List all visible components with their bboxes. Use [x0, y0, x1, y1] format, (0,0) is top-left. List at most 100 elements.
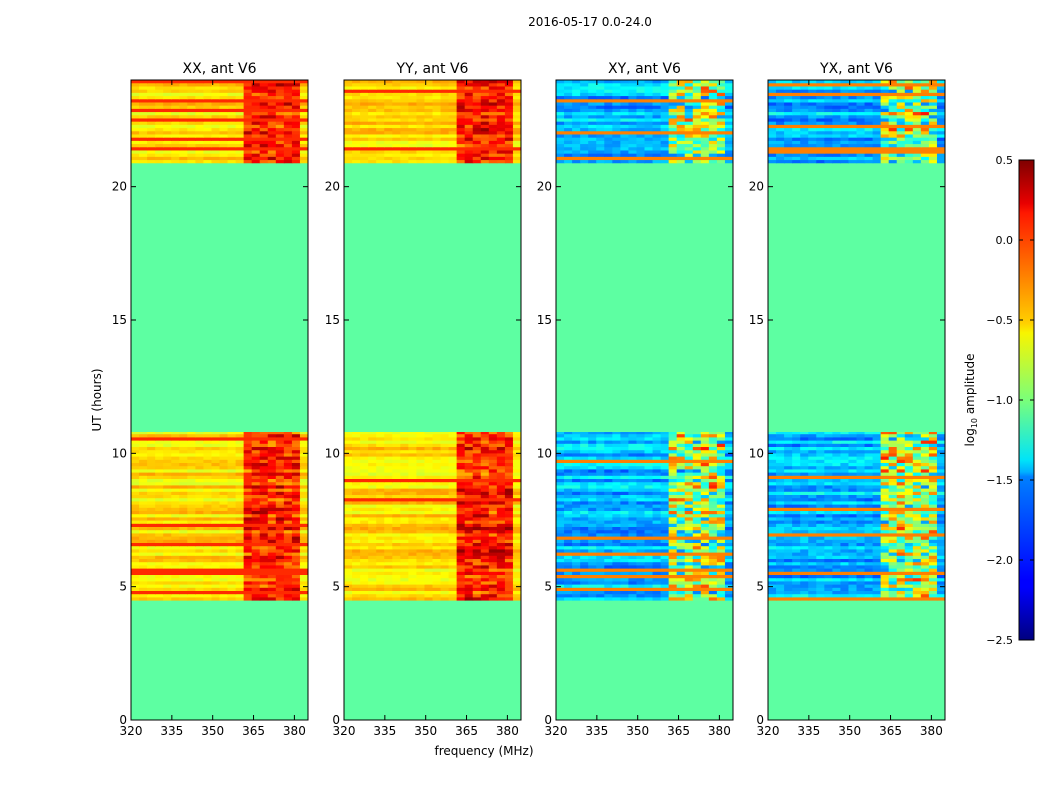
heatmap-cell	[725, 432, 734, 434]
heatmap-cell	[717, 432, 726, 434]
heatmap-cell	[628, 432, 637, 434]
heatmap-cell	[481, 432, 490, 434]
y-tick-label: 10	[112, 446, 127, 460]
heatmap-cell	[653, 432, 662, 434]
heatmap-cell	[203, 432, 212, 434]
heatmap-cell	[368, 432, 377, 434]
y-tick-label: 5	[119, 580, 127, 594]
heatmap-cell	[139, 432, 148, 434]
heatmap-cell	[564, 432, 573, 434]
heatmap-cell	[147, 432, 156, 434]
heatmap-cell	[376, 432, 385, 434]
heatmap-cell	[693, 432, 702, 434]
heatmap-cell	[131, 432, 140, 434]
heatmap-cell	[384, 432, 393, 434]
heatmap-cell	[556, 432, 565, 434]
y-tick-label: 10	[325, 446, 340, 460]
heatmap-cell	[408, 432, 417, 434]
heatmap-cell	[300, 432, 309, 434]
y-tick-label: 0	[332, 713, 340, 727]
heatmap-cell	[268, 432, 277, 434]
heatmap-cell	[433, 432, 442, 434]
y-tick-label: 15	[325, 313, 340, 327]
heatmap-cell	[489, 432, 498, 434]
y-axis-label: UT (hours)	[90, 368, 104, 431]
heatmap-cell	[392, 432, 401, 434]
x-tick-label: 335	[160, 724, 183, 738]
heatmap-cell	[400, 432, 409, 434]
heatmap-cell	[424, 432, 433, 434]
heatmap-cell	[645, 432, 654, 434]
heatmap-cell	[513, 432, 522, 434]
heatmap-cell	[620, 432, 629, 434]
heatmap-cell	[171, 432, 180, 434]
panel-title: XX, ant V6	[183, 61, 257, 77]
heatmap-cell	[677, 432, 686, 434]
x-tick-label: 365	[455, 724, 478, 738]
heatmap-cell	[236, 432, 245, 434]
heatmap-cell	[580, 432, 589, 434]
x-tick-label: 350	[414, 724, 437, 738]
x-axis-label: frequency (MHz)	[434, 744, 533, 758]
heatmap-cell	[497, 432, 506, 434]
y-tick-label: 0	[119, 713, 127, 727]
heatmap-cell	[441, 432, 450, 434]
heatmap-cell	[572, 432, 581, 434]
heatmap-cell	[187, 432, 196, 434]
empty-region	[131, 80, 308, 720]
heatmap-cell	[155, 432, 164, 434]
figure-title: 2016-05-17 0.0-24.0	[528, 15, 652, 29]
y-tick-label: 20	[112, 180, 127, 194]
heatmap-cell	[163, 432, 172, 434]
heatmap-cell	[228, 432, 237, 434]
y-tick-label: 20	[325, 180, 340, 194]
heatmap-cells	[131, 80, 309, 720]
heatmap-cell	[179, 432, 188, 434]
empty-region	[556, 80, 733, 720]
panel-title: YY, ant V6	[396, 61, 469, 77]
x-tick-label: 365	[242, 724, 265, 738]
x-tick-label: 335	[373, 724, 396, 738]
heatmap-cell	[360, 432, 369, 434]
heatmap-cell	[596, 432, 605, 434]
heatmap-cell	[612, 432, 621, 434]
heatmap-cells	[344, 80, 522, 720]
heatmap-cell	[685, 432, 694, 434]
x-tick-label: 380	[496, 724, 519, 738]
heatmap-cell	[244, 432, 253, 434]
heatmap-cell	[636, 432, 645, 434]
heatmap-cell	[449, 432, 458, 434]
empty-region	[344, 80, 521, 720]
heatmap-cell	[252, 432, 261, 434]
heatmap-cell	[416, 432, 425, 434]
heatmap-cell	[195, 432, 204, 434]
heatmap-cell	[284, 432, 293, 434]
heatmap-cell	[260, 432, 269, 434]
x-tick-label: 350	[201, 724, 224, 738]
heatmap-cell	[588, 432, 597, 434]
y-tick-label: 15	[112, 313, 127, 327]
heatmap-cell	[276, 432, 285, 434]
heatmap-cell	[292, 432, 301, 434]
heatmap-cell	[661, 432, 670, 434]
y-tick-label: 5	[332, 580, 340, 594]
heatmap-cell	[344, 432, 353, 434]
heatmap-cells	[556, 80, 734, 720]
heatmap-cell	[701, 432, 710, 434]
heatmap-cell	[709, 432, 718, 434]
heatmap-cell	[465, 432, 474, 434]
heatmap-cell	[352, 432, 361, 434]
heatmap-cell	[669, 432, 678, 434]
heatmap-cell	[604, 432, 613, 434]
heatmap-cell	[220, 432, 229, 434]
heatmap-cell	[473, 432, 482, 434]
heatmap-cell	[505, 432, 514, 434]
heatmap-cell	[211, 432, 220, 434]
heatmap-cell	[457, 432, 466, 434]
